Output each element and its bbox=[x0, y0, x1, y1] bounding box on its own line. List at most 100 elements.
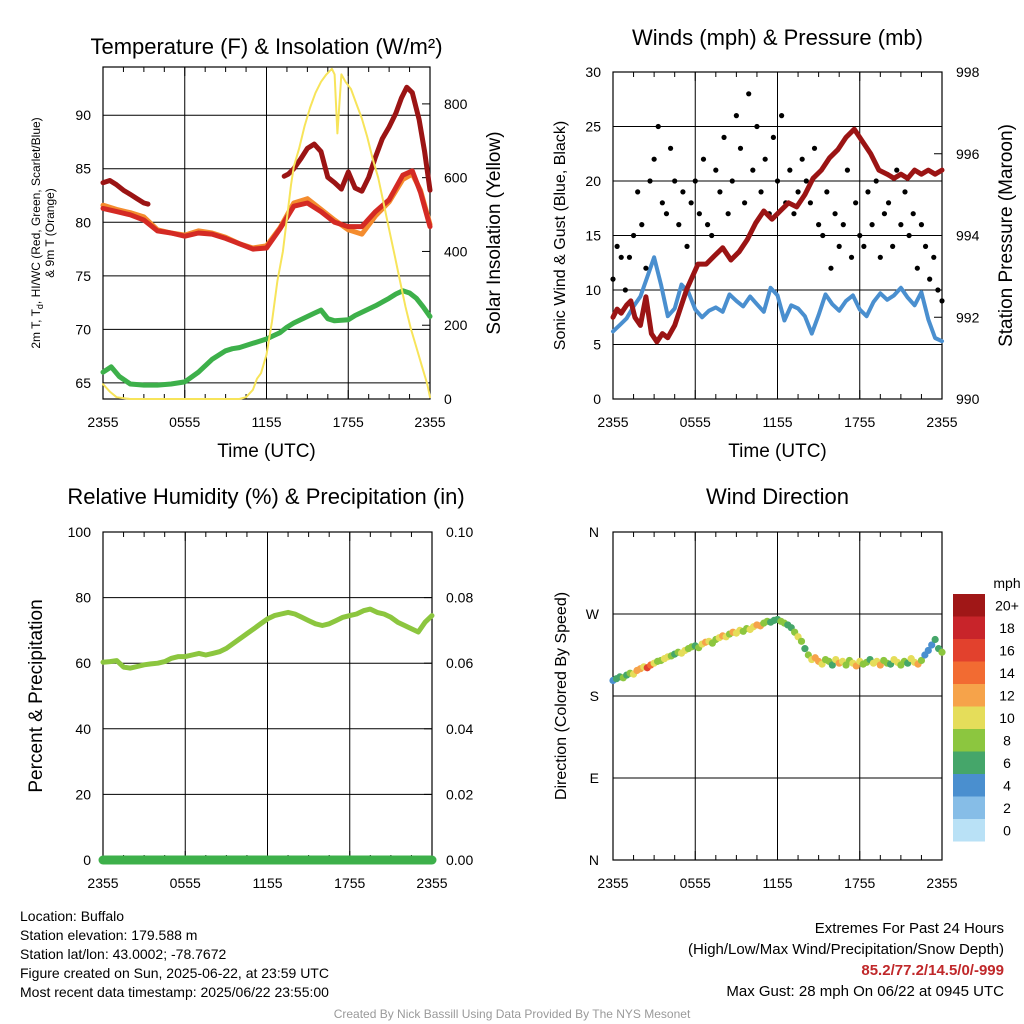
y-tick-label: 25 bbox=[585, 119, 601, 135]
gust-point bbox=[700, 156, 707, 162]
gust-point bbox=[676, 222, 682, 228]
y2-tick-label: 996 bbox=[956, 146, 980, 162]
gust-point bbox=[824, 189, 830, 195]
x-tick-label: 0555 bbox=[680, 414, 711, 430]
y-tick-label: 90 bbox=[75, 107, 91, 123]
gust-point bbox=[704, 222, 711, 228]
gust-point bbox=[696, 211, 702, 217]
gust-point bbox=[807, 200, 814, 206]
gust-point bbox=[890, 243, 896, 249]
gust-point bbox=[885, 200, 892, 206]
y-tick-label: 20 bbox=[585, 173, 601, 189]
credit-line: Created By Nick Bassill Using Data Provi… bbox=[333, 1007, 691, 1021]
gust-point bbox=[832, 211, 838, 217]
x-tick-label: 1755 bbox=[844, 414, 875, 430]
gust-point bbox=[774, 178, 781, 184]
y-axis-title-part: d bbox=[35, 304, 45, 309]
gust-point bbox=[861, 243, 867, 249]
y2-tick-label: 992 bbox=[956, 309, 980, 325]
gust-point bbox=[902, 189, 908, 195]
colorbar-swatch bbox=[953, 616, 985, 639]
station-elevation: Station elevation: 179.588 m bbox=[20, 927, 198, 943]
plot-frame bbox=[102, 66, 431, 400]
y2-tick-label: 400 bbox=[444, 243, 468, 259]
colorbar-swatch bbox=[953, 729, 985, 752]
gust-point bbox=[762, 156, 768, 162]
colorbar-tick-label: 16 bbox=[999, 642, 1015, 658]
y-tick-label: 65 bbox=[75, 375, 91, 391]
y-tick-label: 15 bbox=[585, 228, 601, 244]
gust-point bbox=[898, 222, 904, 228]
y-tick-label: E bbox=[590, 770, 599, 786]
station-latlon: Station lat/lon: 43.0002; -78.7672 bbox=[20, 946, 227, 962]
x-tick-label: 1755 bbox=[333, 414, 364, 430]
series-line-temp bbox=[100, 168, 433, 252]
y2-tick-label: 0.00 bbox=[446, 852, 473, 868]
colorbar-swatch bbox=[953, 594, 985, 617]
x-tick-label: 2355 bbox=[926, 875, 957, 891]
y2-tick-label: 800 bbox=[444, 96, 468, 112]
x-axis-title: Time (UTC) bbox=[217, 441, 316, 462]
gust-point bbox=[918, 222, 925, 228]
series-line-heatindex bbox=[281, 84, 433, 194]
gust-point bbox=[787, 167, 793, 173]
gust-point bbox=[906, 232, 912, 239]
recent-timestamp: Most recent data timestamp: 2025/06/22 2… bbox=[20, 984, 329, 1000]
colorbar-swatch bbox=[953, 661, 985, 684]
gust-point bbox=[750, 167, 756, 173]
y-tick-label: 0 bbox=[83, 852, 91, 868]
gust-point bbox=[844, 167, 851, 173]
gust-point bbox=[688, 200, 694, 206]
x-tick-label: 2355 bbox=[87, 875, 118, 891]
gust-point bbox=[811, 145, 818, 151]
y-tick-label: 0 bbox=[593, 391, 601, 407]
x-tick-label: 2355 bbox=[414, 414, 445, 430]
gust-point bbox=[857, 232, 863, 239]
gust-point bbox=[692, 178, 698, 184]
y2-tick-label: 0.06 bbox=[446, 655, 473, 671]
gust-point bbox=[894, 167, 900, 173]
gust-point bbox=[779, 113, 785, 119]
gust-point bbox=[877, 254, 883, 260]
gust-point bbox=[635, 189, 641, 195]
gust-point bbox=[939, 298, 945, 304]
y-axis-title-line2: & 9m T (Orange) bbox=[43, 188, 57, 278]
gust-point bbox=[618, 254, 624, 260]
gust-point bbox=[848, 254, 855, 260]
gust-point bbox=[659, 200, 665, 206]
x-tick-label: 2355 bbox=[87, 414, 118, 430]
x-tick-label: 1155 bbox=[252, 875, 282, 891]
y2-tick-label: 0.04 bbox=[446, 721, 473, 737]
gust-point bbox=[713, 167, 719, 173]
colorbar-swatch bbox=[953, 684, 985, 707]
gust-point bbox=[910, 211, 916, 217]
panel-0: 2355 0555 1155 1755 2355 Time (UTC) 65 70 75 80 85… bbox=[29, 34, 505, 462]
y-tick-label: 75 bbox=[75, 268, 91, 284]
y2-tick-label: 0.08 bbox=[446, 590, 473, 606]
gust-point bbox=[914, 265, 920, 271]
series-line-dew bbox=[100, 288, 433, 388]
gust-point bbox=[742, 200, 748, 206]
y2-axis-title: Station Pressure (Maroon) bbox=[996, 124, 1017, 347]
direction-point bbox=[928, 641, 936, 649]
x-axis-title: Time (UTC) bbox=[728, 441, 827, 462]
gust-point bbox=[791, 211, 797, 217]
panel-2: 2355 0555 1155 1755 2355 0 20 40 60 80 100 0.00 0.02… bbox=[26, 484, 473, 891]
colorbar-tick-label: 0 bbox=[1003, 822, 1011, 838]
gust-point bbox=[614, 243, 620, 249]
station-location: Location: Buffalo bbox=[20, 908, 125, 924]
gust-point bbox=[622, 287, 628, 293]
y-tick-label: 100 bbox=[68, 524, 92, 540]
chart-title: Wind Direction bbox=[706, 484, 849, 509]
x-tick-label: 0555 bbox=[170, 875, 201, 891]
gust-point bbox=[630, 232, 637, 239]
y-tick-label: W bbox=[586, 606, 600, 622]
gust-point bbox=[795, 189, 801, 195]
gust-point bbox=[643, 265, 649, 271]
colorbar-tick-label: 18 bbox=[999, 620, 1015, 636]
y-tick-label: 10 bbox=[585, 282, 601, 298]
y2-tick-label: 990 bbox=[956, 391, 980, 407]
gust-point bbox=[922, 243, 929, 249]
gust-point bbox=[639, 222, 645, 228]
